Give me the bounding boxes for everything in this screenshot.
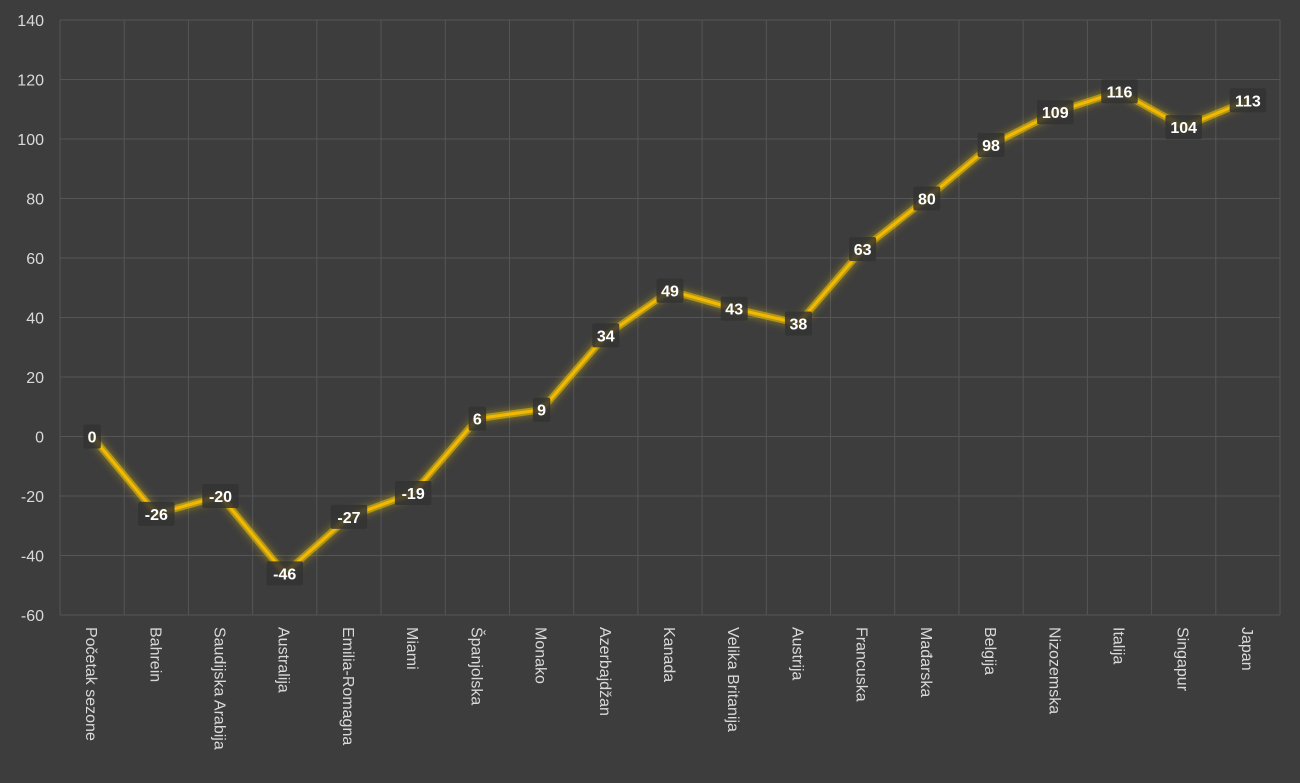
data-label-bg — [330, 504, 368, 529]
y-tick-label: 140 — [17, 13, 44, 30]
data-label: 98 — [982, 138, 1000, 155]
y-tick-label: -40 — [21, 549, 44, 566]
data-label: 34 — [597, 328, 615, 345]
grid — [59, 19, 1281, 616]
data-label-bg — [592, 323, 620, 348]
x-tick-label: Mađarska — [917, 627, 934, 697]
x-tick-label: Saudijska Arabija — [211, 627, 228, 750]
data-label-bg — [977, 132, 1005, 157]
data-label: -20 — [209, 489, 232, 506]
x-tick-label: Japan — [1238, 627, 1255, 671]
data-label-bg — [1229, 88, 1267, 113]
series-line-glow — [89, 87, 1250, 577]
data-label-bg — [784, 311, 812, 336]
data-label-bg — [913, 186, 941, 211]
y-tick-label: 60 — [26, 251, 44, 268]
y-tick-label: -20 — [21, 489, 44, 506]
data-label: 116 — [1107, 84, 1133, 101]
data-label-bg — [394, 481, 432, 506]
data-label: 80 — [918, 192, 936, 209]
data-label-bg — [720, 296, 748, 321]
x-tick-label: Bahrein — [146, 627, 163, 682]
data-label-bg — [83, 424, 101, 449]
y-tick-label: 40 — [26, 311, 44, 328]
data-label: -27 — [337, 510, 360, 527]
data-label-bg — [1101, 79, 1138, 104]
data-label: -19 — [402, 486, 425, 503]
x-tick-label: Belgija — [981, 627, 998, 675]
data-label-bg — [1037, 100, 1074, 125]
data-label-bg — [532, 397, 551, 422]
x-tick-label: Kanada — [660, 627, 677, 682]
x-tick-label: Velika Britanija — [724, 627, 741, 732]
x-tick-label: Početak sezone — [82, 627, 99, 741]
y-tick-label: 80 — [26, 192, 44, 209]
data-label: -46 — [273, 566, 296, 583]
data-label: 6 — [473, 412, 482, 429]
x-tick-label: Emilia-Romagna — [339, 627, 356, 745]
x-tick-label: Miami — [403, 627, 420, 670]
x-tick-label: Francuska — [853, 627, 870, 702]
x-tick-label: Monako — [532, 627, 549, 684]
data-label: 104 — [1170, 120, 1197, 137]
y-tick-label: 0 — [35, 430, 44, 447]
data-label: 43 — [725, 302, 743, 319]
y-tick-label: 100 — [17, 132, 44, 149]
y-axis: -60 -40 -20 0 20 40 60 80 100 120 140 — [17, 13, 44, 625]
data-label: 38 — [790, 316, 808, 333]
data-label: 0 — [88, 430, 97, 447]
data-label-bg — [202, 484, 239, 508]
x-tick-label: Australija — [275, 627, 292, 693]
x-axis: Početak sezone Bahrein Saudijska Arabija Au… — [82, 627, 1255, 750]
data-label-bg — [849, 237, 877, 262]
data-label: 49 — [661, 284, 679, 301]
series-line — [90, 89, 1249, 575]
data-labels: 0 -26 -20 -46 -27 -19 6 9 34 49 43 38 63 80 98 109 116 10… — [83, 79, 1267, 586]
x-tick-label: Italija — [1109, 627, 1126, 664]
data-label-bg — [468, 406, 487, 431]
x-tick-label: Španjolska — [467, 627, 486, 705]
data-label-bg — [266, 561, 303, 586]
x-tick-label: Azerbajdžan — [596, 627, 613, 716]
y-tick-label: 120 — [17, 73, 44, 90]
y-tick-label: 20 — [26, 370, 44, 387]
data-label: 63 — [854, 242, 872, 259]
x-tick-label: Singapur — [1174, 627, 1191, 692]
data-label-bg — [1165, 115, 1202, 140]
data-label: 9 — [537, 403, 546, 420]
data-label: -26 — [145, 507, 168, 524]
x-tick-label: Nizozemska — [1045, 627, 1062, 714]
y-tick-label: -60 — [21, 608, 44, 625]
series — [89, 87, 1251, 577]
data-label: 109 — [1042, 105, 1069, 122]
data-label-bg — [138, 501, 175, 526]
x-tick-label: Austrija — [788, 627, 805, 680]
data-label: 113 — [1235, 93, 1261, 110]
data-label-bg — [656, 278, 684, 303]
